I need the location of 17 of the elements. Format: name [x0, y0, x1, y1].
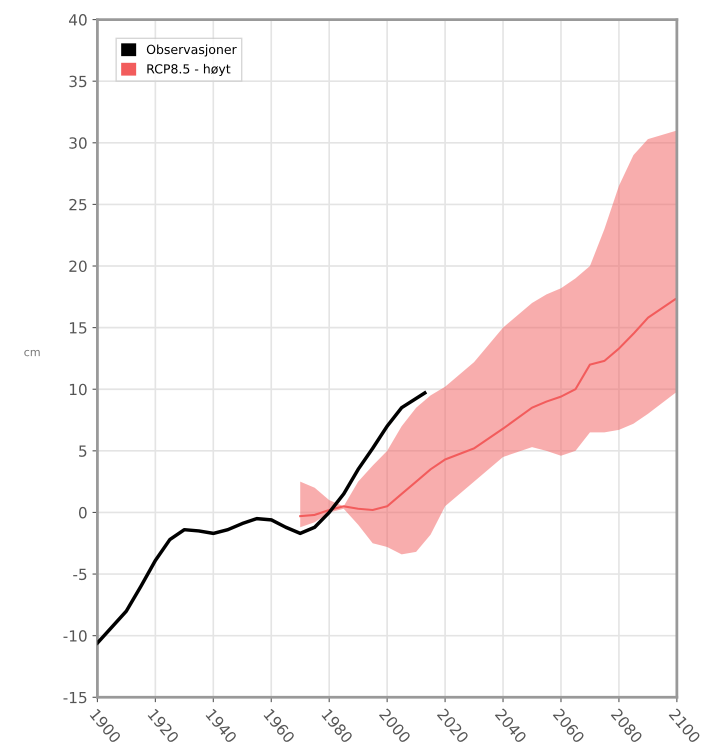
y-tick-label: 25 [69, 198, 86, 210]
line-series [97, 391, 427, 645]
y-tick-label: 20 [69, 260, 87, 272]
y-tick-label: -15 [63, 692, 86, 704]
legend-label: Observasjoner [146, 44, 237, 57]
y-tick-label: 5 [79, 446, 86, 457]
line-series [299, 297, 677, 518]
y-tick-label: 30 [69, 137, 87, 149]
y-tick-label: 35 [69, 76, 86, 88]
y-tick-label: 40 [68, 14, 87, 26]
y-tick-label: 0 [78, 506, 87, 518]
y-tick-label: 15 [70, 322, 86, 334]
y-tick-label: -5 [73, 568, 86, 580]
y-axis-title: cm [24, 350, 40, 356]
y-tick-label: -10 [63, 630, 87, 642]
y-tick-label: 10 [70, 384, 87, 396]
legend-label: RCP8.5 - høyt [147, 64, 230, 76]
